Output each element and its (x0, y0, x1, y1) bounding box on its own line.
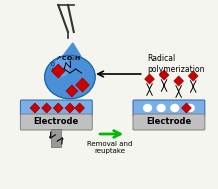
Ellipse shape (171, 105, 179, 112)
FancyBboxPatch shape (20, 114, 92, 130)
Polygon shape (53, 103, 63, 113)
Polygon shape (159, 70, 169, 80)
Polygon shape (174, 76, 184, 86)
Ellipse shape (186, 105, 194, 112)
Polygon shape (30, 103, 40, 113)
Text: O: O (68, 56, 72, 61)
Polygon shape (51, 64, 65, 78)
Polygon shape (182, 103, 191, 113)
Polygon shape (145, 74, 154, 84)
Text: Removal and
reuptake: Removal and reuptake (87, 141, 132, 154)
FancyBboxPatch shape (133, 114, 205, 130)
Ellipse shape (157, 105, 165, 112)
FancyArrowPatch shape (100, 131, 120, 137)
Polygon shape (47, 43, 93, 77)
Polygon shape (75, 103, 84, 113)
Text: Electrode: Electrode (146, 118, 192, 126)
Polygon shape (188, 71, 198, 81)
Text: $\nearrow$CO$_2$H: $\nearrow$CO$_2$H (54, 55, 82, 64)
Ellipse shape (45, 55, 95, 99)
Text: Radical
polymerization: Radical polymerization (148, 54, 205, 74)
FancyBboxPatch shape (51, 129, 61, 147)
Ellipse shape (144, 105, 152, 112)
FancyBboxPatch shape (20, 100, 92, 116)
Text: O: O (51, 62, 54, 67)
Polygon shape (65, 103, 75, 113)
Polygon shape (76, 78, 89, 92)
Text: Electrode: Electrode (34, 118, 79, 126)
FancyBboxPatch shape (133, 100, 205, 116)
Ellipse shape (55, 58, 69, 76)
Polygon shape (42, 103, 51, 113)
Polygon shape (66, 85, 78, 97)
